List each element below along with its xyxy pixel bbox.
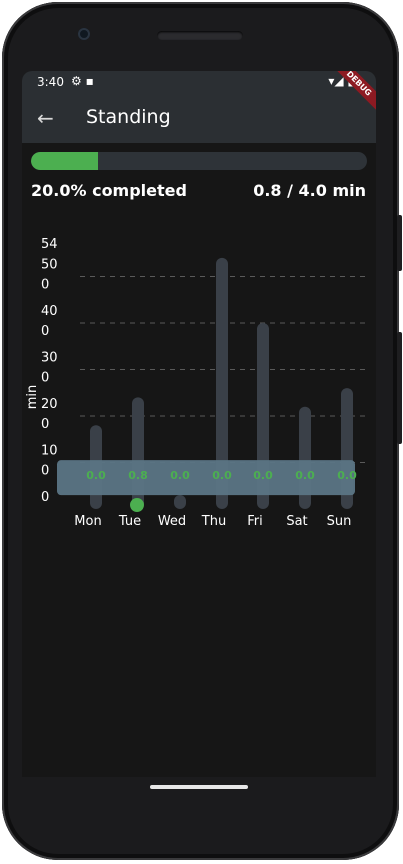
y-tick-label: 30 0 (41, 351, 58, 386)
x-tick-label: Tue (118, 514, 141, 529)
x-tick-label: Sun (327, 514, 352, 529)
bar-value-label: 0.0 (170, 469, 190, 482)
selected-day-dot (130, 498, 144, 512)
front-camera (78, 28, 90, 40)
bar-value-label: 0.0 (86, 469, 106, 482)
y-tick-label: 0 (41, 490, 49, 505)
volume-button (397, 332, 402, 444)
progress-ratio: 0.8 / 4.0 min (253, 181, 366, 200)
bar-value-label: 0.0 (253, 469, 273, 482)
x-tick-label: Sat (286, 514, 307, 529)
weekly-bar-chart: 0 10 0 20 0 30 0 40 0 50 0 54 min 0.0 0.8 0.0 0.0 0.0 0.0 0… (25, 237, 368, 529)
y-tick-label: 10 0 (41, 444, 58, 479)
chart-bar-wed (174, 495, 186, 509)
bar-value-label: 0.0 (295, 469, 315, 482)
y-tick-label: 20 0 (41, 397, 58, 432)
y-tick-label: 54 (41, 237, 58, 252)
y-axis-label: min (25, 385, 40, 410)
status-bar: 3:40 ⚙ ▪ ▾◢ ▮ (22, 71, 376, 93)
home-indicator[interactable] (150, 785, 248, 789)
power-button (397, 215, 402, 271)
x-tick-label: Mon (74, 514, 101, 529)
app-bar: ← Standing (22, 93, 376, 143)
y-tick-label: 40 0 (41, 304, 58, 339)
progress-percent: 20.0% completed (31, 181, 187, 200)
bar-value-label: 0.0 (212, 469, 232, 482)
app-screen: 3:40 ⚙ ▪ ▾◢ ▮ ← Standing DEBUG 20.0% com… (22, 71, 376, 777)
x-tick-label: Wed (158, 514, 186, 529)
value-overlay (57, 460, 355, 496)
x-tick-label: Fri (247, 514, 263, 529)
status-notification-icons: ⚙ ▪ (71, 74, 94, 88)
bar-value-label: 0.0 (337, 469, 357, 482)
x-tick-label: Thu (201, 514, 226, 529)
page-title: Standing (86, 106, 171, 128)
progress-fill (31, 152, 99, 170)
y-tick-label: 50 0 (41, 258, 58, 293)
back-arrow-icon[interactable]: ← (37, 106, 54, 130)
earpiece-speaker (157, 31, 243, 40)
status-time: 3:40 (37, 75, 64, 89)
bar-value-label: 0.8 (128, 469, 148, 482)
chart-bar-thu (216, 257, 228, 509)
progress-bar (31, 152, 367, 170)
